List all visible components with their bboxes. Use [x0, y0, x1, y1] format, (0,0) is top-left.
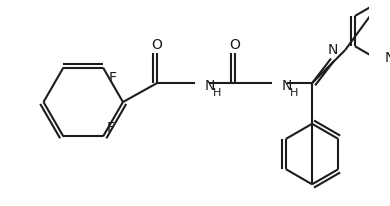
Text: H: H [290, 87, 299, 97]
Text: N: N [385, 50, 390, 64]
Text: N: N [282, 79, 292, 92]
Text: F: F [108, 71, 117, 85]
Text: N: N [204, 79, 215, 92]
Text: F: F [106, 120, 115, 134]
Text: O: O [152, 38, 162, 52]
Text: H: H [213, 87, 221, 97]
Text: O: O [229, 38, 240, 52]
Text: N: N [328, 43, 338, 57]
